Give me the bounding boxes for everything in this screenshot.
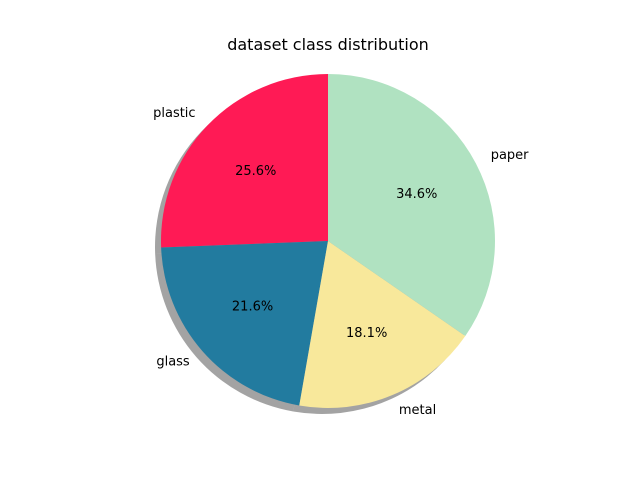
pie-slice-plastic — [161, 74, 328, 248]
slice-percent-metal: 18.1% — [346, 326, 387, 341]
slice-percent-paper: 34.6% — [396, 187, 437, 202]
slice-percent-glass: 21.6% — [232, 299, 273, 314]
chart-title: dataset class distribution — [227, 35, 429, 54]
pie-slice-paper — [328, 74, 495, 337]
slice-label-plastic: plastic — [153, 106, 195, 121]
slice-label-paper: paper — [491, 148, 529, 163]
slice-label-metal: metal — [399, 403, 436, 418]
pie-slice-glass — [161, 241, 328, 406]
slice-percent-plastic: 25.6% — [235, 164, 276, 179]
slice-label-glass: glass — [156, 354, 190, 369]
pie-slice-metal — [299, 241, 466, 409]
pie-slices — [161, 74, 495, 409]
pie-labels: plastic 25.6% glass 21.6% metal 18.1% paper 34.… — [153, 106, 529, 418]
